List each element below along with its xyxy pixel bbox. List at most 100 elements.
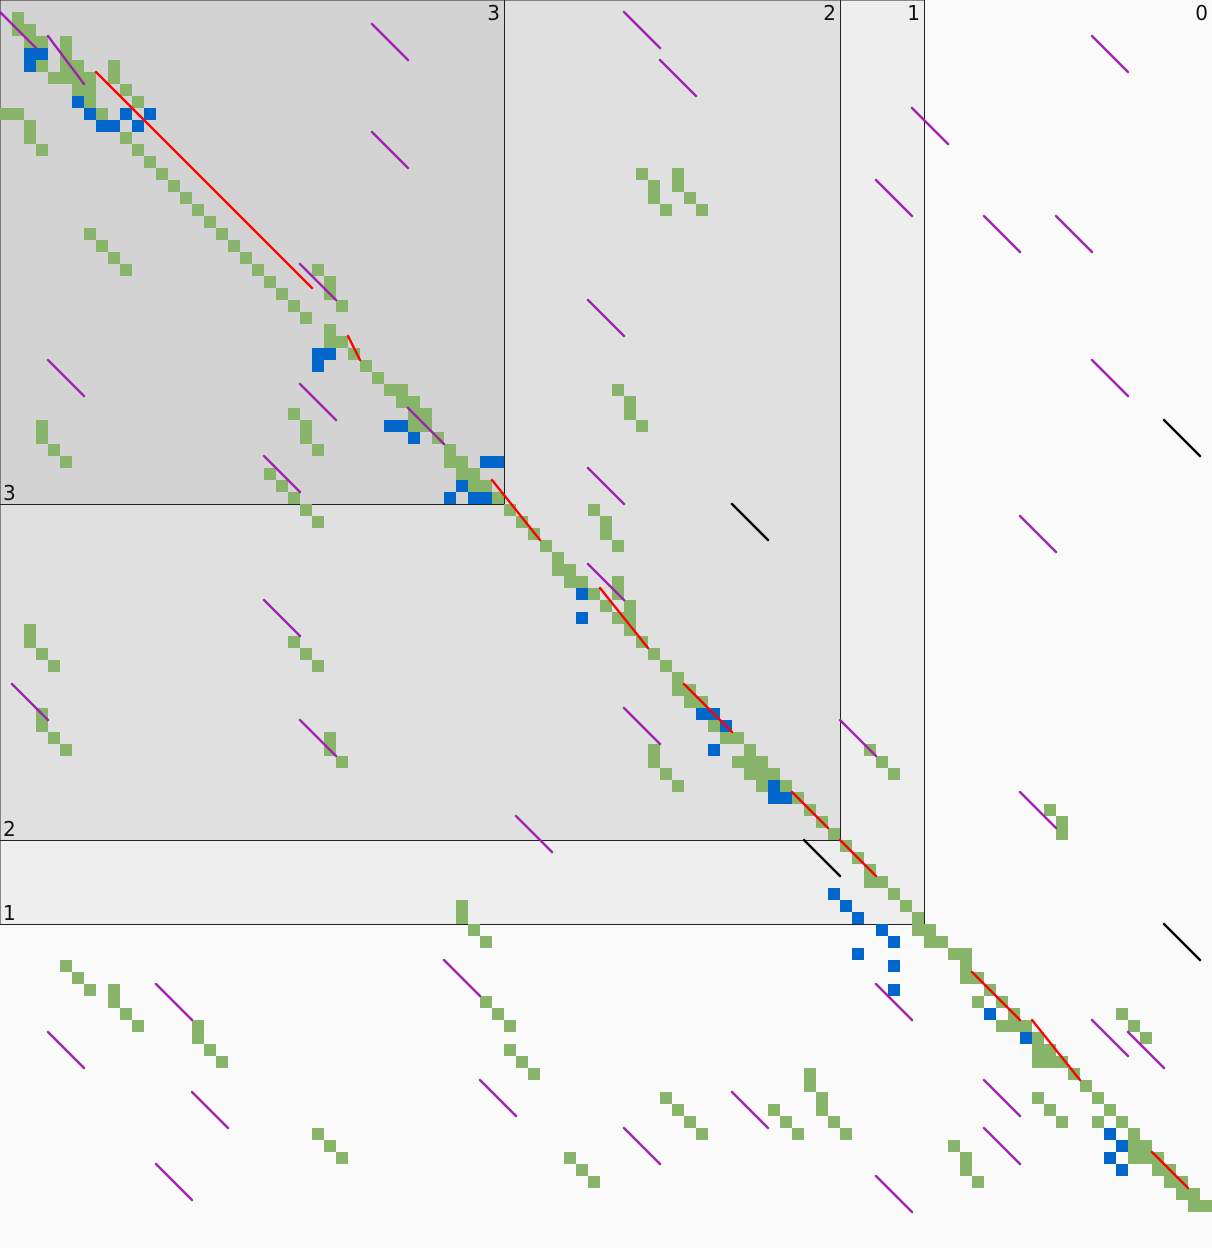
region-2-top-label: 2 [823,1,836,25]
match-cell [0,108,12,120]
mismatch-cell [84,108,96,120]
main-path-segment [790,790,830,830]
match-cell [600,516,612,528]
match-cell [1032,1032,1044,1044]
boundary-path-segment [1162,922,1202,962]
mismatch-cell [120,108,132,120]
match-cell [384,384,396,396]
match-cell [804,1068,816,1080]
match-cell [108,60,120,72]
boundary-path-segment [730,502,770,542]
match-cell [756,756,768,768]
match-cell [276,480,288,492]
match-cell [828,828,840,840]
match-cell [324,276,336,288]
alignment-paths [0,10,1202,1214]
match-cell [564,576,576,588]
mismatch-cell [984,1008,996,1020]
match-cell [300,420,312,432]
match-cell [576,576,588,588]
match-cell [744,768,756,780]
match-cell [468,468,480,480]
match-cell [408,396,420,408]
side-path-segment [514,814,554,854]
match-cell [24,24,36,36]
match-cell [60,960,72,972]
main-path-segment [490,478,542,542]
match-cell [288,408,300,420]
match-cell [336,300,348,312]
match-cell [600,528,612,540]
match-cell [96,108,108,120]
mismatch-cell [1116,1164,1128,1176]
match-cell [756,768,768,780]
mismatch-cell [1104,1152,1116,1164]
match-cell [1116,1008,1128,1020]
mismatch-cell [312,348,324,360]
mismatch-cell [132,120,144,132]
match-cell [132,96,144,108]
match-cell [264,276,276,288]
match-cell [252,264,264,276]
side-path-segment [586,298,626,338]
match-cell [804,1080,816,1092]
match-cell [156,168,168,180]
match-cell [876,876,888,888]
match-cell [192,1020,204,1032]
match-cell [1140,1140,1152,1152]
match-cell [24,636,36,648]
match-cell [300,432,312,444]
match-cell [204,1044,216,1056]
match-cell [960,972,972,984]
match-cell [660,1092,672,1104]
match-cell [336,336,348,348]
match-cell [36,420,48,432]
match-cell [84,96,96,108]
match-cell [1032,1056,1044,1068]
match-cell [684,696,696,708]
match-cell [84,984,96,996]
side-path-segment [982,214,1022,254]
main-path-segment [1150,1150,1190,1190]
match-cell [756,780,768,792]
match-cell [888,888,900,900]
mismatch-cell [492,456,504,468]
match-cell [1056,1056,1068,1068]
match-cell [960,948,972,960]
match-cell [768,1104,780,1116]
match-cell [60,72,72,84]
match-cell [648,180,660,192]
side-path-segment [298,382,338,422]
match-cell [1080,1080,1092,1092]
match-cell [888,768,900,780]
match-cell [744,756,756,768]
match-cell [444,456,456,468]
match-cell [1056,816,1068,828]
mismatch-cell [36,48,48,60]
match-cell [120,1008,132,1020]
match-cell [288,492,300,504]
mismatch-cell [780,792,792,804]
side-path-segment [622,706,662,746]
match-cell [624,600,636,612]
match-cell [456,456,468,468]
mismatch-cell [312,360,324,372]
side-path-segment [730,1090,770,1130]
match-cell [420,408,432,420]
mismatch-cell [324,348,336,360]
match-cell [456,912,468,924]
match-cell [1140,1152,1152,1164]
match-cell [1116,1116,1128,1128]
match-cell [900,900,912,912]
match-cell [504,504,516,516]
match-cell [552,552,564,564]
match-cell [1128,1140,1140,1152]
match-cell [24,132,36,144]
side-path-segment [982,1126,1022,1166]
match-cell [60,36,72,48]
match-cell [816,1104,828,1116]
mismatch-cell [696,708,708,720]
mismatch-cell [888,984,900,996]
match-cell [720,732,732,744]
match-cell [504,1020,516,1032]
